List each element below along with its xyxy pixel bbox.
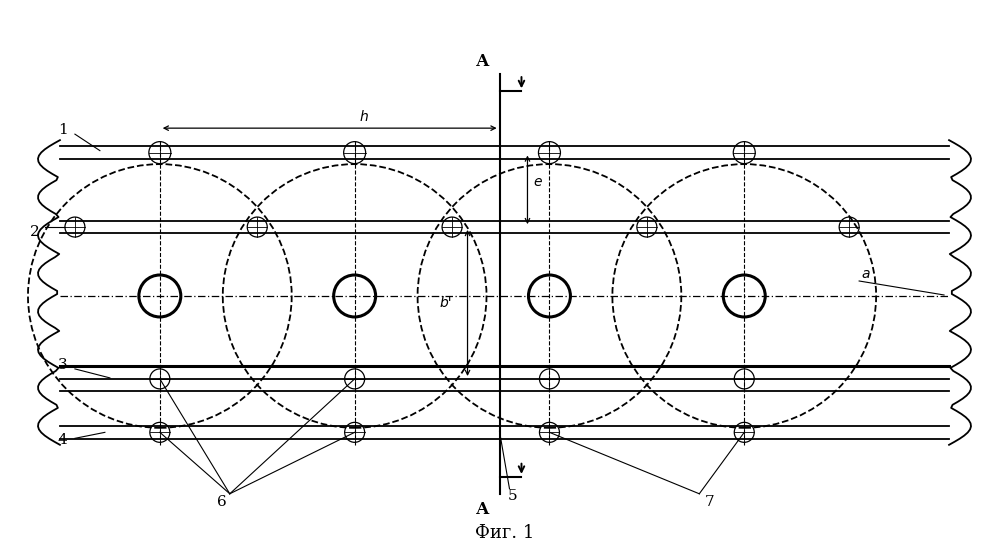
Text: 5: 5 — [507, 489, 517, 503]
Text: 1: 1 — [58, 123, 68, 137]
Text: 7: 7 — [704, 495, 714, 509]
Text: А: А — [476, 501, 490, 518]
Text: 2: 2 — [30, 225, 40, 239]
Text: Фиг. 1: Фиг. 1 — [475, 524, 534, 542]
Text: 3: 3 — [58, 358, 68, 372]
Text: А: А — [476, 53, 490, 70]
Text: e: e — [533, 175, 542, 189]
Text: a: a — [861, 267, 870, 281]
Text: 6: 6 — [217, 495, 227, 509]
Text: b': b' — [440, 296, 453, 310]
Text: 4: 4 — [58, 433, 68, 447]
Text: h: h — [360, 110, 369, 124]
